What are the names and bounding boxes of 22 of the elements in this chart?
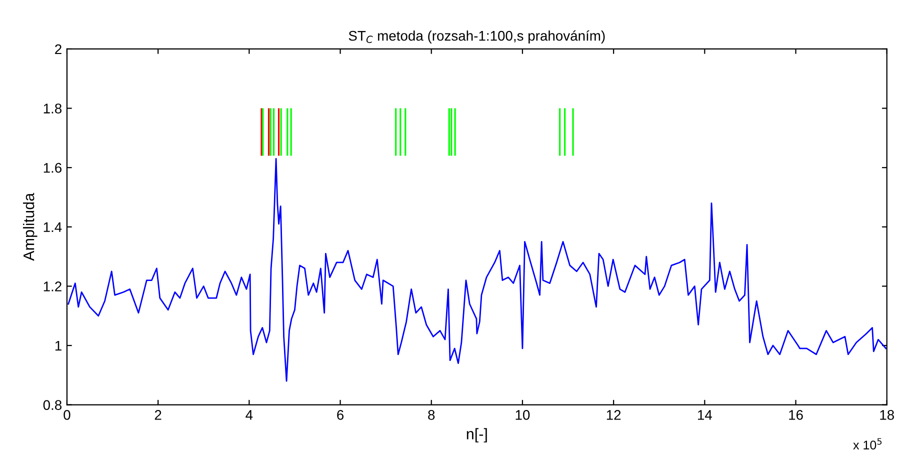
x-tick-label: 8: [428, 410, 435, 420]
y-tick-label: 2: [55, 44, 62, 54]
x-tick-label: 10: [516, 410, 530, 420]
y-axis-title: Amplituda: [23, 192, 38, 261]
text: x 10$^{5}$: [853, 438, 882, 450]
x-axis-title: n[-]: [466, 428, 487, 442]
y-tick-label: 0.8: [43, 400, 62, 410]
y-tick-label: 1.8: [44, 104, 62, 114]
y-tick-label: 1: [55, 340, 62, 351]
y-tick-label: 1.6: [44, 162, 62, 173]
y-tick-label: 1.4: [44, 222, 62, 232]
x-tick-label: 6: [337, 410, 344, 420]
x-tick-label: 4: [246, 410, 253, 420]
x-tick-label: 14: [698, 410, 712, 420]
x-tick-label: 0: [64, 410, 70, 420]
x-tick-label: 2: [154, 410, 162, 420]
x-tick-label: 12: [606, 410, 621, 420]
x-tick-label: 18: [880, 410, 894, 420]
chart-title: ST$_{C}$ metoda (rozsah-1:100,s prahováním): [348, 30, 605, 44]
x-tick-label: 16: [789, 410, 803, 420]
y-tick-label: 1.2: [44, 282, 62, 292]
line-series: [68, 158, 887, 382]
